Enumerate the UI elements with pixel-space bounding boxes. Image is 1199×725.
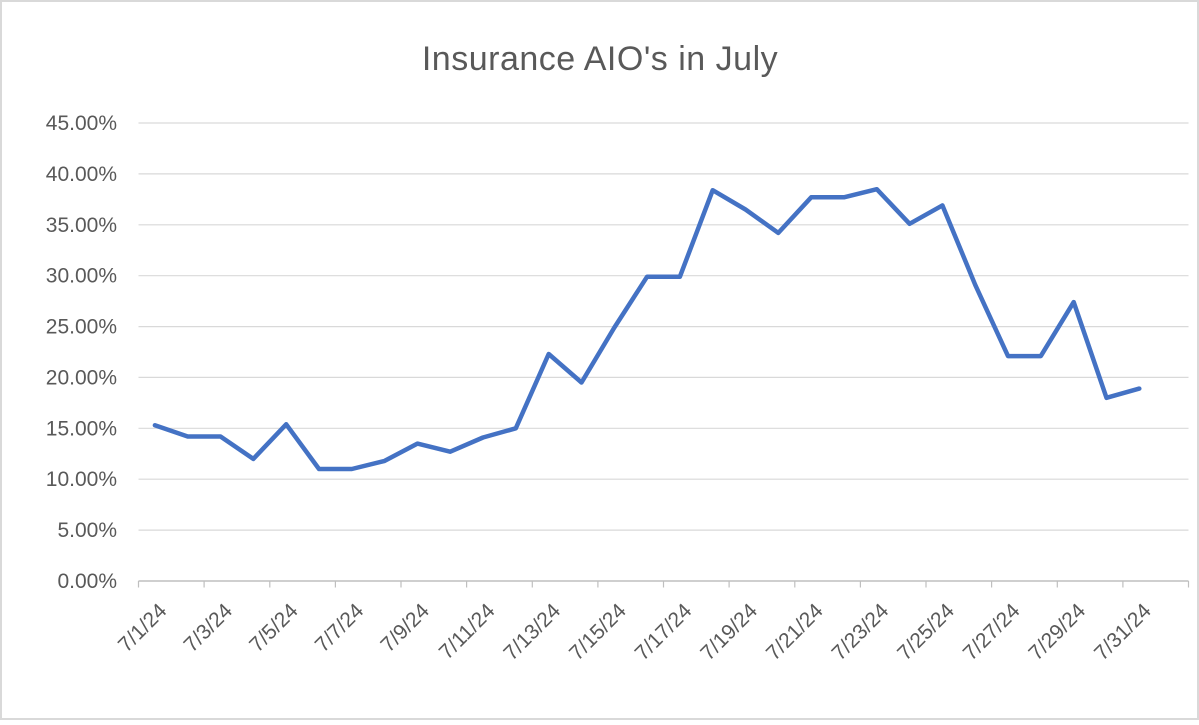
x-axis-label: 7/3/24 — [179, 599, 237, 657]
x-axis-label: 7/1/24 — [114, 599, 172, 657]
chart-title: Insurance AIO's in July — [422, 40, 778, 78]
y-axis-label: 10.00% — [46, 468, 117, 491]
y-axis-label: 5.00% — [57, 519, 117, 542]
y-axis-label: 15.00% — [46, 417, 117, 440]
x-axis-label: 7/13/24 — [499, 599, 565, 665]
x-axis-label: 7/15/24 — [565, 599, 631, 665]
y-axis-label: 25.00% — [46, 316, 117, 339]
x-axis-label: 7/25/24 — [893, 599, 959, 665]
x-axis-label: 7/29/24 — [1024, 599, 1090, 665]
data-series-line — [152, 186, 1142, 472]
x-axis-label: 7/11/24 — [435, 599, 500, 664]
x-axis-label: 7/7/24 — [311, 599, 369, 657]
x-axis-label: 7/19/24 — [696, 599, 762, 665]
y-axis-label: 30.00% — [46, 265, 117, 288]
y-axis-label: 35.00% — [46, 214, 117, 237]
x-axis-label: 7/5/24 — [245, 599, 303, 657]
x-axis-label: 7/21/24 — [762, 599, 828, 665]
x-axis-label: 7/17/24 — [631, 599, 697, 665]
y-axis-label: 0.00% — [57, 570, 117, 593]
y-axis-label: 20.00% — [46, 366, 117, 389]
x-axis-label: 7/27/24 — [959, 599, 1025, 665]
x-axis-label: 7/9/24 — [376, 599, 434, 657]
y-axis-label: 45.00% — [46, 112, 117, 135]
y-axis-label: 40.00% — [46, 163, 117, 186]
x-axis-label: 7/31/24 — [1090, 599, 1156, 665]
x-axis-label: 7/23/24 — [828, 599, 894, 665]
